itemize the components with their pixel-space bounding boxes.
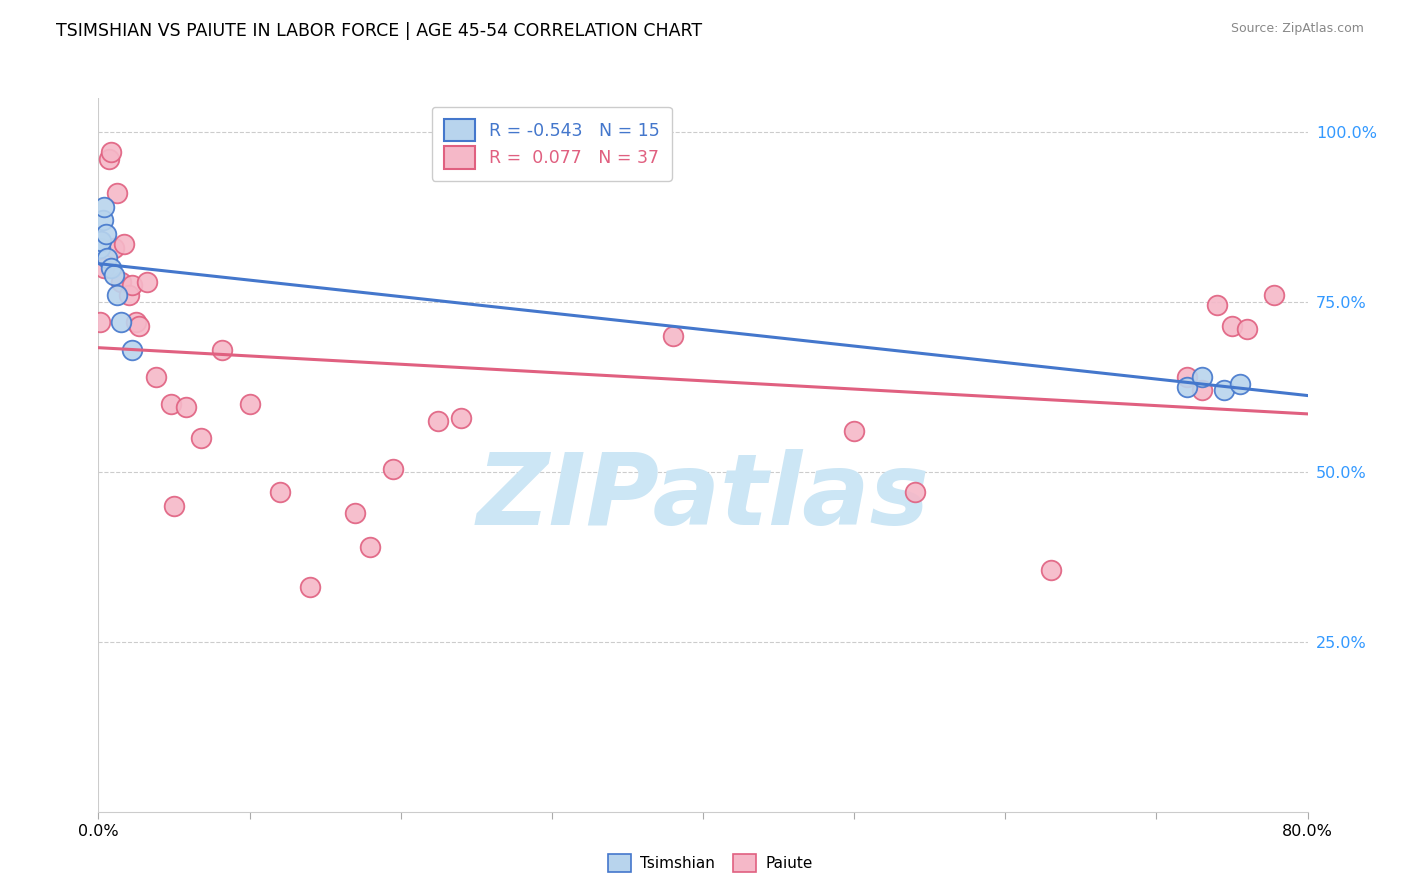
Point: [1213, 384, 1236, 398]
Legend: R = -0.543   N = 15, R =  0.077   N = 37: R = -0.543 N = 15, R = 0.077 N = 37: [432, 107, 672, 181]
Point: [1191, 384, 1213, 398]
Point: [1175, 369, 1198, 384]
Point: [1220, 318, 1243, 333]
Point: [299, 581, 322, 595]
Point: [1263, 288, 1285, 302]
Point: [103, 268, 125, 282]
Point: [121, 278, 143, 293]
Point: [382, 461, 405, 475]
Legend: Tsimshian, Paiute: Tsimshian, Paiute: [607, 855, 813, 871]
Point: [145, 369, 167, 384]
Point: [269, 485, 291, 500]
Point: [1039, 564, 1062, 578]
Point: [135, 275, 157, 289]
Point: [190, 431, 212, 445]
Point: [450, 410, 472, 425]
Point: [121, 343, 143, 357]
Point: [662, 329, 685, 343]
Point: [91, 213, 114, 227]
Point: [125, 315, 148, 329]
Point: [163, 499, 186, 513]
Point: [427, 414, 450, 428]
Point: [1175, 380, 1198, 394]
Point: [110, 275, 132, 289]
Point: [344, 506, 367, 520]
Point: [100, 145, 122, 160]
Point: [96, 251, 118, 265]
Point: [89, 315, 111, 329]
Point: [118, 288, 141, 302]
Point: [174, 401, 197, 415]
Point: [89, 241, 111, 255]
Point: [105, 186, 128, 201]
Point: [160, 397, 183, 411]
Point: [93, 200, 115, 214]
Point: [1206, 298, 1229, 312]
Point: [904, 485, 927, 500]
Point: [128, 318, 150, 333]
Point: [90, 234, 112, 248]
Point: [211, 343, 233, 357]
Point: [93, 260, 115, 275]
Point: [112, 237, 135, 252]
Point: [94, 227, 117, 241]
Point: [1236, 322, 1258, 336]
Point: [360, 540, 382, 554]
Point: [844, 424, 866, 438]
Text: Source: ZipAtlas.com: Source: ZipAtlas.com: [1230, 22, 1364, 36]
Point: [100, 260, 122, 275]
Text: TSIMSHIAN VS PAIUTE IN LABOR FORCE | AGE 45-54 CORRELATION CHART: TSIMSHIAN VS PAIUTE IN LABOR FORCE | AGE…: [56, 22, 703, 40]
Point: [98, 153, 121, 167]
Text: ZIPatlas: ZIPatlas: [477, 450, 929, 546]
Point: [1191, 369, 1213, 384]
Point: [105, 288, 128, 302]
Point: [110, 315, 132, 329]
Point: [103, 241, 125, 255]
Point: [1229, 376, 1251, 391]
Point: [239, 397, 262, 411]
